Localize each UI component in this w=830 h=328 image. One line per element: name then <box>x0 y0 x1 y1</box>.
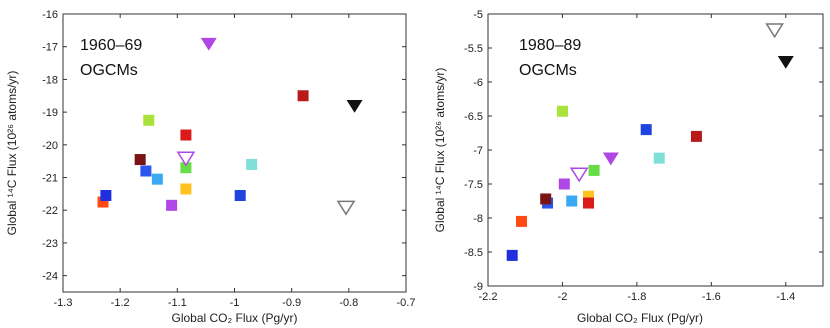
y-tick-label: -19 <box>42 107 58 119</box>
chart-panel-1960-69: -1.3 -1.2 -1.1 -1 -0.9 -0.8 -0.7 -24-23-22-21-… <box>5 9 415 325</box>
y-axis-label: Global ¹⁴C Flux (10²⁶ atoms/yr) <box>5 71 19 236</box>
data-point-square <box>100 190 112 202</box>
annotation-model: OGCMs <box>519 62 577 79</box>
data-points <box>506 23 794 261</box>
chart-panel-1980-89: -2.2 -2 -1.8 -1.6 -1.4 -9-8.5-8-7.5-7-6.5-6-… <box>433 9 824 325</box>
y-axis-ticks: -24 -23 -22 -21 -20 -19 -18 -17 -16 <box>42 9 406 283</box>
annotation-period: 1980–89 <box>519 37 581 54</box>
y-tick-label: -22 <box>42 205 58 217</box>
x-tick-label: -0.9 <box>282 297 301 309</box>
data-point-triangle-open <box>569 167 589 183</box>
y-tick-label: -8 <box>473 213 483 225</box>
y-tick-label: -5 <box>473 9 483 21</box>
data-point-square <box>234 190 246 202</box>
data-point-square <box>180 183 192 195</box>
x-tick-label: -1 <box>230 297 240 309</box>
y-tick-label: -9 <box>473 281 483 293</box>
y-tick-label: -7.5 <box>464 179 483 191</box>
y-tick-label: -8.5 <box>464 247 483 259</box>
data-point-square <box>540 193 552 205</box>
data-point-square <box>653 152 665 164</box>
y-tick-label: -21 <box>42 173 58 185</box>
x-tick-label: -1.3 <box>54 297 73 309</box>
data-point-square <box>516 215 527 227</box>
x-tick-label: -2.2 <box>479 291 498 303</box>
x-axis-ticks: -1.3 -1.2 -1.1 -1 -0.9 -0.8 -0.7 <box>54 14 416 309</box>
data-points <box>97 37 363 216</box>
data-point-square <box>97 196 109 208</box>
x-axis-label: Global CO₂ Flux (Pg/yr) <box>171 311 297 325</box>
annotation-model: OGCMs <box>80 62 138 79</box>
data-point-square <box>556 105 568 117</box>
data-point-square <box>566 195 578 207</box>
y-tick-label: -18 <box>42 74 58 86</box>
data-point-square <box>143 114 155 126</box>
data-point-square <box>588 164 600 176</box>
plot-frame <box>487 13 824 287</box>
y-tick-label: -20 <box>42 140 58 152</box>
plot-frame <box>62 13 407 293</box>
data-point-square <box>151 173 163 185</box>
y-tick-label: -17 <box>42 42 58 54</box>
x-tick-label: -1.8 <box>627 291 646 303</box>
data-point-square <box>558 178 570 190</box>
x-tick-label: -1.6 <box>702 291 721 303</box>
data-point-square <box>583 190 594 202</box>
data-point-square <box>583 197 594 209</box>
x-tick-label: -2 <box>558 291 568 303</box>
x-axis-ticks: -2.2 -2 -1.8 -1.6 -1.4 <box>479 14 795 303</box>
y-tick-label: -24 <box>42 271 58 283</box>
annotation-period: 1960–69 <box>80 37 142 54</box>
data-point-square <box>134 154 146 166</box>
y-tick-label: -16 <box>42 9 58 21</box>
y-tick-label: -6 <box>473 77 483 89</box>
data-point-square <box>180 162 192 174</box>
data-point-square <box>246 158 258 170</box>
data-point-square <box>640 124 652 136</box>
x-tick-label: -1.4 <box>776 291 795 303</box>
x-axis-label: Global CO₂ Flux (Pg/yr) <box>577 311 703 325</box>
y-tick-label: -6.5 <box>464 111 483 123</box>
data-point-square <box>690 130 702 142</box>
data-point-triangle-open <box>176 151 196 167</box>
data-point-triangle <box>777 56 794 69</box>
data-point-triangle <box>602 152 619 166</box>
y-tick-label: -7 <box>473 145 483 157</box>
data-point-triangle <box>346 99 363 113</box>
data-point-triangle <box>200 37 217 51</box>
x-tick-label: -1.2 <box>111 297 130 309</box>
y-tick-label: -23 <box>42 238 58 250</box>
x-tick-label: -1.1 <box>168 297 187 309</box>
data-point-square <box>180 129 192 141</box>
y-axis-label: Global ¹⁴C Flux (10²⁶ atoms/yr) <box>433 68 447 233</box>
data-point-square <box>140 165 152 177</box>
x-tick-label: -0.7 <box>397 297 416 309</box>
data-point-triangle-open <box>336 200 356 216</box>
x-tick-label: -0.8 <box>339 297 358 309</box>
data-point-square <box>297 90 309 102</box>
y-tick-label: -5.5 <box>464 43 483 55</box>
data-point-square <box>166 199 178 211</box>
data-point-square <box>506 249 518 261</box>
data-point-triangle-open <box>765 23 784 39</box>
y-axis-ticks: -9 -8.5 -8 -7.5 -7 -6.5 -6 -5.5 -5 <box>464 9 823 293</box>
